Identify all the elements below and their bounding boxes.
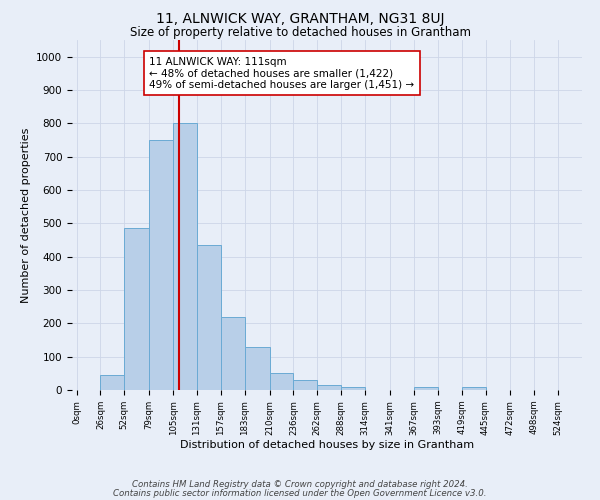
X-axis label: Distribution of detached houses by size in Grantham: Distribution of detached houses by size …: [180, 440, 474, 450]
Bar: [173, 124, 197, 390]
Bar: [293, 380, 317, 390]
Text: 11 ALNWICK WAY: 111sqm
← 48% of detached houses are smaller (1,422)
49% of semi-: 11 ALNWICK WAY: 111sqm ← 48% of detached…: [149, 56, 415, 90]
Text: 11, ALNWICK WAY, GRANTHAM, NG31 8UJ: 11, ALNWICK WAY, GRANTHAM, NG31 8UJ: [156, 12, 444, 26]
Y-axis label: Number of detached properties: Number of detached properties: [20, 128, 31, 302]
Bar: [461, 388, 485, 390]
Bar: [341, 386, 365, 390]
Bar: [245, 348, 269, 390]
Bar: [124, 228, 149, 390]
Bar: [221, 316, 245, 390]
Bar: [197, 245, 221, 390]
Bar: [269, 374, 293, 390]
Text: Contains public sector information licensed under the Open Government Licence v3: Contains public sector information licen…: [113, 488, 487, 498]
Bar: [149, 140, 173, 390]
Bar: [100, 375, 124, 390]
Text: Contains HM Land Registry data © Crown copyright and database right 2024.: Contains HM Land Registry data © Crown c…: [132, 480, 468, 489]
Bar: [414, 388, 438, 390]
Bar: [317, 385, 341, 390]
Text: Size of property relative to detached houses in Grantham: Size of property relative to detached ho…: [130, 26, 470, 39]
